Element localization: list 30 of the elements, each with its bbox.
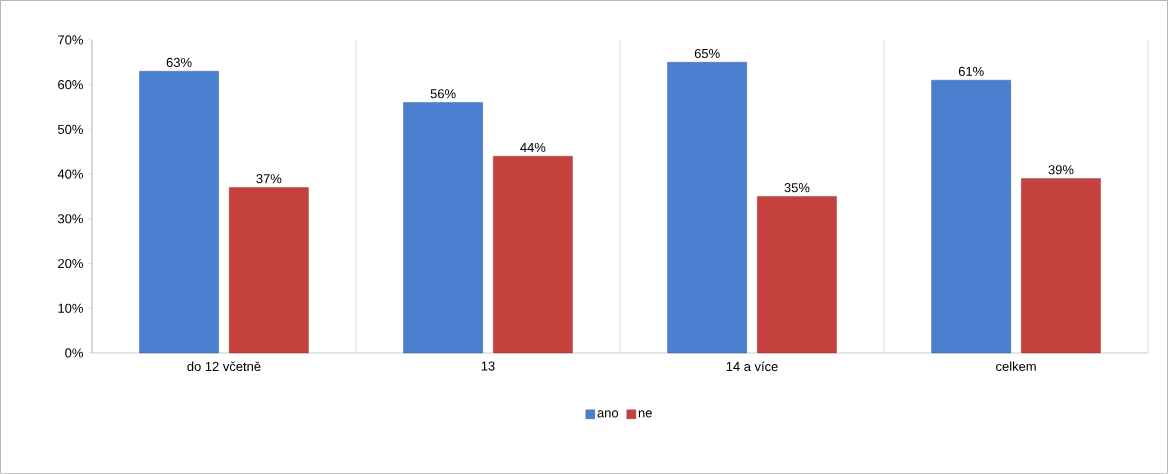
bar [229, 187, 309, 354]
y-tick-label: 70% [58, 35, 83, 45]
y-tick-label: 50% [57, 124, 83, 134]
legend-label: ne [638, 410, 652, 418]
data-label: 44% [520, 142, 546, 153]
data-label: 56% [430, 89, 456, 99]
data-label: 63% [166, 57, 192, 68]
data-label: 37% [256, 174, 282, 184]
legend-label: ano [597, 410, 619, 418]
data-label: 35% [784, 183, 810, 193]
bar [757, 196, 837, 354]
bar [667, 62, 747, 354]
y-tick-label: 40% [57, 169, 83, 179]
x-tick-label: do 12 včetně [187, 361, 261, 372]
y-tick-label: 0% [65, 348, 83, 358]
bar [1021, 178, 1101, 354]
x-tick-label: 13 [481, 361, 495, 371]
data-label: 39% [1048, 165, 1074, 175]
bar [493, 156, 573, 354]
y-tick-label: 20% [58, 258, 83, 269]
bar [403, 102, 483, 354]
y-tick-label: 60% [58, 80, 83, 90]
x-tick-label: celkem [996, 361, 1036, 372]
bar [931, 80, 1011, 354]
bar [139, 71, 219, 354]
data-label: 61% [958, 66, 984, 77]
x-tick-label: 14 a více [726, 361, 778, 372]
data-label: 65% [694, 48, 720, 59]
y-tick-label: 10% [58, 303, 83, 313]
y-tick-label: 30% [57, 214, 83, 224]
